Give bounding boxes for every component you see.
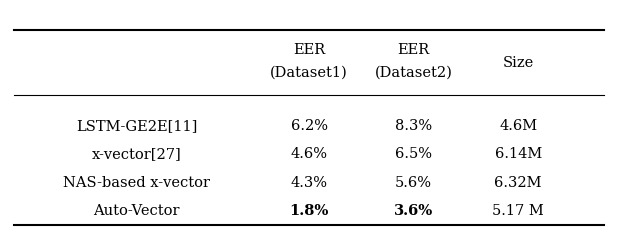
- Text: (Dataset1): (Dataset1): [270, 66, 348, 80]
- Text: 6.2%: 6.2%: [290, 119, 328, 133]
- Text: NAS-based x-vector: NAS-based x-vector: [63, 175, 210, 189]
- Text: 5.6%: 5.6%: [395, 175, 432, 189]
- Text: 8.3%: 8.3%: [395, 119, 432, 133]
- Text: 3.6%: 3.6%: [394, 204, 433, 218]
- Text: EER: EER: [293, 43, 325, 57]
- Text: Auto-Vector: Auto-Vector: [93, 204, 180, 218]
- Text: 4.6M: 4.6M: [499, 119, 537, 133]
- Text: 6.5%: 6.5%: [395, 147, 432, 161]
- Text: 1.8%: 1.8%: [289, 204, 329, 218]
- Text: 4.3%: 4.3%: [290, 175, 328, 189]
- Text: EER: EER: [397, 43, 430, 57]
- Text: x-vector[27]: x-vector[27]: [92, 147, 182, 161]
- Text: 4.6%: 4.6%: [290, 147, 328, 161]
- Text: 6.32M: 6.32M: [494, 175, 542, 189]
- Text: 5.17 M: 5.17 M: [493, 204, 544, 218]
- Text: (Dataset2): (Dataset2): [375, 66, 452, 80]
- Text: 6.14M: 6.14M: [494, 147, 542, 161]
- Text: LSTM-GE2E[11]: LSTM-GE2E[11]: [76, 119, 197, 133]
- Text: Size: Size: [502, 55, 534, 69]
